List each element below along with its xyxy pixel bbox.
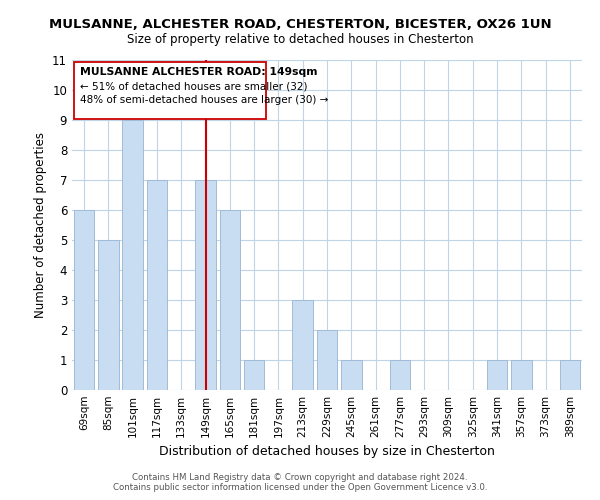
Bar: [74, 62, 266, 118]
Text: Size of property relative to detached houses in Chesterton: Size of property relative to detached ho…: [127, 32, 473, 46]
Bar: [317, 330, 337, 390]
Bar: [341, 360, 362, 390]
Bar: [389, 360, 410, 390]
X-axis label: Distribution of detached houses by size in Chesterton: Distribution of detached houses by size …: [159, 446, 495, 458]
Text: MULSANNE, ALCHESTER ROAD, CHESTERTON, BICESTER, OX26 1UN: MULSANNE, ALCHESTER ROAD, CHESTERTON, BI…: [49, 18, 551, 30]
Bar: [244, 360, 265, 390]
Bar: [98, 240, 119, 390]
Bar: [74, 210, 94, 390]
Bar: [511, 360, 532, 390]
Bar: [122, 120, 143, 390]
Text: Contains public sector information licensed under the Open Government Licence v3: Contains public sector information licen…: [113, 484, 487, 492]
Bar: [146, 180, 167, 390]
Text: Contains HM Land Registry data © Crown copyright and database right 2024.: Contains HM Land Registry data © Crown c…: [132, 474, 468, 482]
Text: MULSANNE ALCHESTER ROAD: 149sqm: MULSANNE ALCHESTER ROAD: 149sqm: [80, 67, 318, 77]
Bar: [292, 300, 313, 390]
Bar: [487, 360, 508, 390]
Bar: [220, 210, 240, 390]
Bar: [560, 360, 580, 390]
Y-axis label: Number of detached properties: Number of detached properties: [34, 132, 47, 318]
Bar: [195, 180, 216, 390]
Text: ← 51% of detached houses are smaller (32): ← 51% of detached houses are smaller (32…: [80, 81, 308, 91]
Text: 48% of semi-detached houses are larger (30) →: 48% of semi-detached houses are larger (…: [80, 95, 329, 105]
